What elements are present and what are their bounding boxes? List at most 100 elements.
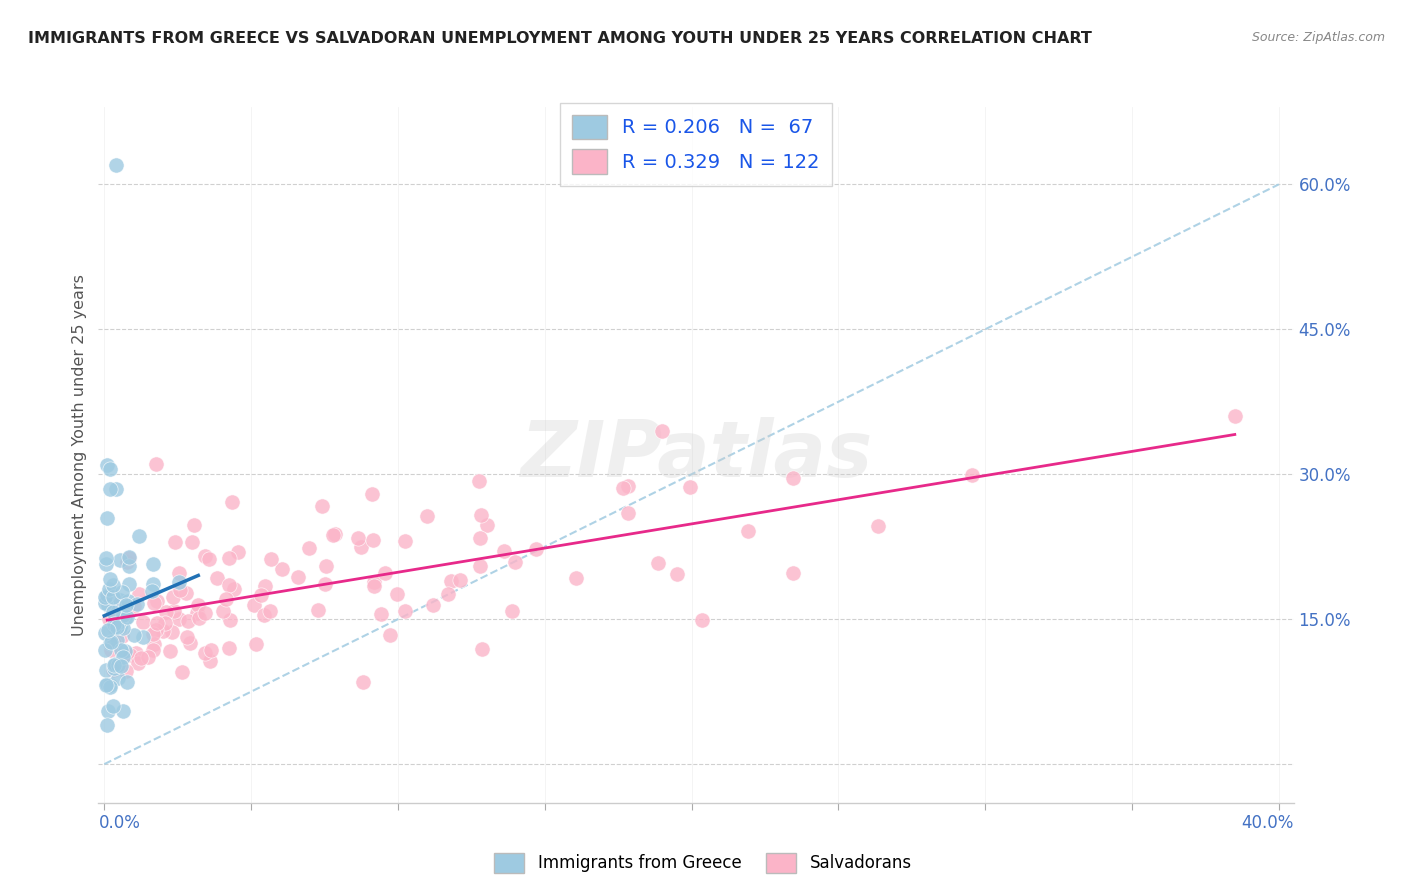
Point (101, 578, 124, 592)
Point (167, 566, 190, 580)
Point (298, 541, 321, 555)
Point (127, 597, 149, 611)
Point (114, 644, 136, 658)
Point (162, 604, 184, 618)
Point (253, 607, 276, 622)
Point (103, 620, 125, 634)
Point (110, 659, 132, 673)
Point (153, 615, 176, 630)
Point (103, 636, 125, 650)
Point (259, 604, 281, 618)
Point (492, 544, 515, 558)
Point (103, 617, 125, 632)
Text: 0.0%: 0.0% (98, 814, 141, 832)
Point (101, 699, 124, 714)
Point (612, 481, 634, 495)
Point (176, 630, 198, 644)
Point (193, 607, 215, 621)
Point (100, 634, 122, 648)
Point (103, 663, 125, 677)
Point (160, 625, 183, 640)
Point (218, 613, 240, 627)
Point (96, 718, 118, 732)
Point (737, 524, 759, 539)
Point (112, 649, 135, 664)
Point (221, 495, 243, 509)
Point (108, 553, 131, 567)
Point (180, 535, 202, 549)
Point (107, 657, 129, 672)
Point (565, 571, 588, 585)
Point (159, 644, 181, 658)
Point (132, 615, 155, 629)
Point (169, 583, 191, 598)
Point (132, 630, 155, 644)
Point (243, 598, 266, 612)
Point (468, 532, 491, 546)
Point (468, 559, 491, 574)
Point (111, 585, 134, 599)
Point (142, 596, 165, 610)
Text: IMMIGRANTS FROM GREECE VS SALVADORAN UNEMPLOYMENT AMONG YOUTH UNDER 25 YEARS COR: IMMIGRANTS FROM GREECE VS SALVADORAN UNE… (28, 31, 1092, 46)
Point (176, 614, 198, 628)
Point (440, 574, 463, 588)
Point (97, 704, 120, 718)
Point (146, 593, 169, 607)
Y-axis label: Unemployment Among Youth under 25 years: Unemployment Among Youth under 25 years (72, 274, 87, 636)
Point (96, 510, 118, 524)
Point (617, 506, 640, 520)
Point (128, 587, 150, 601)
Point (114, 598, 136, 612)
Point (117, 594, 139, 608)
Point (97, 598, 120, 612)
Point (200, 643, 222, 657)
Point (142, 637, 165, 651)
Point (100, 643, 122, 657)
Point (103, 661, 125, 675)
Point (287, 570, 309, 584)
Point (107, 671, 129, 685)
Point (114, 612, 136, 626)
Point (224, 582, 246, 596)
Point (105, 620, 128, 634)
Point (361, 487, 384, 501)
Point (475, 518, 498, 533)
Point (117, 555, 139, 569)
Point (183, 518, 205, 533)
Point (468, 475, 491, 489)
Point (212, 604, 235, 618)
Point (350, 541, 373, 555)
Point (363, 533, 385, 548)
Point (314, 576, 336, 591)
Point (94, 557, 117, 571)
Point (94, 590, 117, 604)
Point (198, 551, 221, 566)
Point (323, 527, 346, 541)
Point (105, 482, 128, 496)
Legend: Immigrants from Greece, Salvadorans: Immigrants from Greece, Salvadorans (488, 847, 918, 880)
Text: Source: ZipAtlas.com: Source: ZipAtlas.com (1251, 31, 1385, 45)
Point (218, 550, 240, 565)
Point (125, 647, 148, 661)
Point (124, 628, 146, 642)
Point (322, 528, 344, 542)
Point (128, 528, 150, 542)
Point (679, 480, 702, 494)
Point (105, 633, 128, 648)
Point (103, 658, 125, 673)
Point (416, 509, 439, 524)
Point (142, 576, 165, 591)
Point (249, 589, 271, 603)
Point (112, 704, 135, 718)
Point (145, 624, 167, 638)
Point (101, 605, 124, 619)
Point (218, 578, 240, 592)
Point (270, 562, 292, 576)
Point (98, 636, 121, 650)
Point (253, 579, 276, 593)
Point (194, 549, 217, 564)
Point (690, 614, 713, 628)
Point (782, 566, 804, 580)
Point (394, 604, 416, 618)
Point (866, 518, 889, 533)
